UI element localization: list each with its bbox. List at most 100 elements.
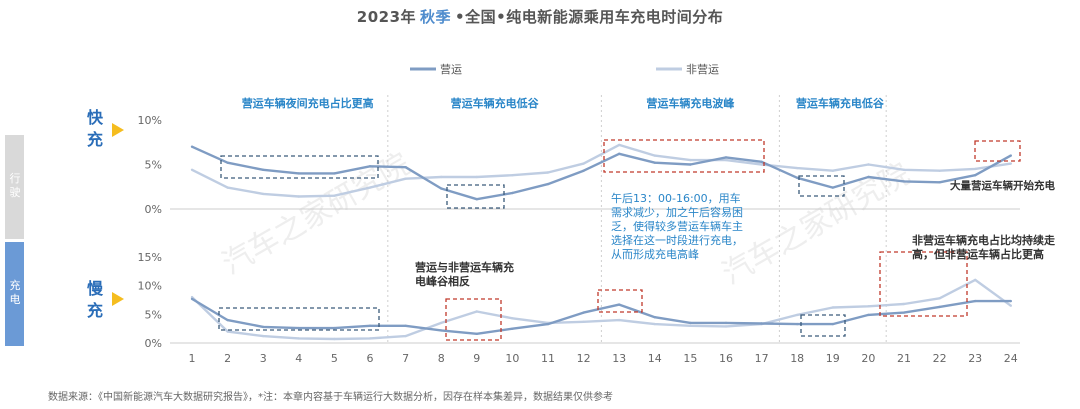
data-point-non-operating-panel1-h24 (1009, 304, 1012, 307)
data-point-operating-panel0-h16 (724, 156, 728, 159)
panel-label-slow-2: 充 (87, 301, 103, 320)
data-point-operating-panel1-h4 (297, 326, 300, 330)
x-tick-label-6: 6 (367, 352, 374, 365)
x-tick-label-10: 10 (505, 352, 519, 365)
box-low2-fast (798, 175, 845, 197)
data-point-operating-panel1-h19 (831, 322, 834, 326)
data-point-operating-panel0-h10 (511, 191, 514, 195)
annotation-afternoon-line-2: 需求减少，加之午后容易困 (611, 205, 743, 219)
data-point-non-operating-panel0-h13 (618, 143, 621, 147)
side-label-top-1: 行 (10, 172, 21, 185)
data-point-non-operating-panel0-h5 (333, 194, 336, 197)
title-year: 2023年 (356, 8, 417, 26)
data-point-non-operating-panel1-h6 (368, 337, 372, 340)
section-header-2: 营运车辆充电低谷 (451, 96, 540, 110)
data-point-non-operating-panel1-h16 (724, 325, 728, 328)
x-tick-label-21: 21 (897, 352, 911, 365)
data-point-non-operating-panel0-h16 (724, 158, 728, 162)
data-point-non-operating-panel0-h19 (831, 169, 834, 172)
box-night-fast (220, 155, 379, 179)
data-point-operating-panel0-h12 (582, 169, 585, 172)
data-point-operating-panel0-h8 (440, 187, 443, 190)
data-point-operating-panel0-h13 (618, 152, 621, 155)
y-tick-label-1-3: 15% (138, 251, 162, 264)
data-point-operating-panel1-h21 (902, 311, 906, 314)
data-point-operating-panel1-h10 (511, 327, 514, 330)
series-line-operating-panel0 (191, 145, 1012, 201)
data-point-operating-panel0-h17 (760, 160, 763, 163)
panel-label-slow-1: 慢 (87, 279, 104, 298)
x-tick-label-14: 14 (648, 352, 662, 365)
x-tick-label-3: 3 (260, 352, 267, 365)
x-tick-label-2: 2 (224, 352, 231, 365)
x-tick-label-18: 18 (790, 352, 804, 365)
box-low-fast (446, 184, 505, 209)
y-tick-label-1-2: 10% (138, 280, 162, 293)
series-line-non-operating-panel0 (191, 143, 1011, 198)
data-point-non-operating-panel1-h4 (297, 337, 300, 340)
box-night-slow (218, 307, 380, 331)
data-point-operating-panel0-h6 (368, 165, 372, 168)
data-point-non-operating-panel1-h14 (653, 322, 656, 326)
x-tick-label-20: 20 (861, 352, 875, 365)
annotation-opposite-line-2: 电峰谷相反 (415, 274, 470, 288)
data-point-operating-panel0-h22 (938, 181, 941, 184)
annotation-afternoon-line-3: 乏，使得较多营运车辆车主 (611, 219, 743, 233)
x-tick-label-12: 12 (577, 352, 591, 365)
data-point-non-operating-panel0-h8 (440, 175, 443, 179)
data-point-operating-panel1-h13 (618, 303, 621, 306)
chart-title: 2023年 秋季 •全国•纯电新能源乘用车充电时间分布 (0, 6, 1080, 27)
series-line-operating-panel1 (191, 297, 1011, 335)
annotation-rising-line-1: 非营运车辆充电占比均持续走 (912, 233, 1055, 247)
data-point-operating-panel1-h7 (404, 324, 407, 327)
x-tick-label-11: 11 (541, 352, 555, 365)
data-point-non-operating-panel0-h6 (368, 186, 372, 189)
box-peak-slow (597, 289, 643, 313)
box-cross-slow (445, 298, 502, 341)
box-low-slow (800, 314, 846, 337)
data-point-non-operating-panel1-h8 (440, 321, 443, 325)
data-point-non-operating-panel0-h14 (653, 154, 656, 157)
data-point-operating-panel0-h2 (226, 161, 229, 164)
legend-label-non-operating: 非营运 (686, 62, 719, 76)
data-point-non-operating-panel0-h15 (689, 158, 692, 162)
annotation-opposite-line-1: 营运与非营运车辆充 (415, 260, 514, 274)
annotation-afternoon-line-4: 选择在这一时段进行充电， (611, 233, 743, 247)
data-point-non-operating-panel1-h20 (867, 305, 870, 308)
data-point-operating-panel1-h20 (867, 313, 870, 317)
data-point-non-operating-panel1-h13 (618, 318, 621, 322)
data-point-operating-panel1-h15 (689, 321, 692, 325)
annotation-rising-line-2: 高，但非营运车辆占比更高 (912, 247, 1044, 261)
data-point-non-operating-panel0-h24 (1009, 162, 1012, 165)
x-tick-label-9: 9 (473, 352, 480, 365)
data-point-non-operating-panel1-h9 (475, 310, 478, 313)
data-point-operating-panel1-h18 (796, 322, 799, 326)
data-point-operating-panel1-h3 (262, 325, 265, 329)
data-point-non-operating-panel1-h21 (902, 302, 906, 306)
data-point-non-operating-panel1-h5 (333, 337, 336, 341)
side-label-top-2: 驶 (10, 185, 21, 199)
box-end-fast (974, 140, 1021, 162)
data-point-non-operating-panel1-h15 (689, 324, 692, 327)
data-point-non-operating-panel0-h9 (475, 175, 478, 179)
x-tick-label-5: 5 (331, 352, 338, 365)
data-point-operating-panel1-h9 (475, 332, 478, 335)
arrow-icon-slow (112, 292, 124, 306)
data-point-operating-panel0-h1 (190, 145, 194, 148)
y-tick-label-0-2: 10% (138, 114, 162, 127)
data-point-non-operating-panel1-h3 (262, 334, 265, 338)
data-point-non-operating-panel1-h23 (974, 278, 977, 282)
footer-note: 数据来源：《中国新能源汽车大数据研究报告》，*注：本章内容基于车辆运行大数据分析… (48, 392, 613, 403)
y-tick-label-1-0: 0% (145, 337, 162, 350)
panel-label-fast-2: 充 (87, 130, 103, 149)
data-point-operating-panel0-h23 (974, 174, 977, 177)
x-tick-label-1: 1 (189, 352, 196, 365)
x-tick-label-8: 8 (438, 352, 445, 365)
data-point-operating-panel1-h6 (368, 324, 372, 327)
data-point-operating-panel0-h5 (333, 172, 336, 175)
series-line-non-operating-panel1 (191, 278, 1012, 341)
data-point-non-operating-panel0-h21 (902, 168, 906, 171)
data-point-non-operating-panel0-h18 (796, 166, 799, 170)
side-label-bottom-2: 电 (10, 293, 21, 306)
data-point-operating-panel0-h3 (262, 168, 265, 171)
